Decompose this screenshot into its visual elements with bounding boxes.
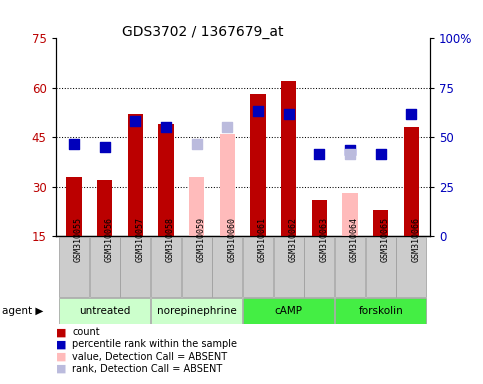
Point (101, 144, 109, 150)
Bar (90, 237, 120, 297)
Text: count: count (72, 327, 100, 337)
Text: untreated: untreated (79, 306, 130, 316)
Bar (189, 177, 204, 236)
Bar (274, 237, 304, 297)
Bar (158, 124, 174, 236)
Text: ■: ■ (56, 327, 66, 337)
Bar (304, 237, 334, 297)
Point (346, 151, 354, 157)
Point (193, 141, 200, 147)
Bar (243, 298, 334, 324)
Bar (342, 193, 358, 236)
Bar (151, 298, 242, 324)
Bar (59, 298, 150, 324)
Text: ■: ■ (56, 364, 66, 374)
Bar (404, 127, 419, 236)
Bar (281, 81, 297, 236)
Text: GSM310063: GSM310063 (319, 217, 328, 262)
Text: GSM310064: GSM310064 (350, 217, 359, 262)
Bar (220, 134, 235, 236)
Point (285, 111, 293, 117)
Text: forskolin: forskolin (358, 306, 403, 316)
Point (346, 147, 354, 154)
Bar (373, 210, 388, 236)
Bar (182, 237, 212, 297)
Text: GSM310060: GSM310060 (227, 217, 236, 262)
Bar (66, 177, 82, 236)
Bar (213, 237, 242, 297)
Text: agent ▶: agent ▶ (2, 306, 44, 316)
Point (254, 108, 262, 114)
Text: GDS3702 / 1367679_at: GDS3702 / 1367679_at (122, 25, 284, 39)
Text: cAMP: cAMP (275, 306, 303, 316)
Bar (151, 237, 181, 297)
Point (162, 124, 170, 131)
Bar (243, 237, 273, 297)
Text: value, Detection Call = ABSENT: value, Detection Call = ABSENT (72, 352, 227, 362)
Text: GSM310056: GSM310056 (105, 217, 114, 262)
Text: GSM310066: GSM310066 (412, 217, 421, 262)
Text: ■: ■ (56, 339, 66, 349)
Point (377, 151, 384, 157)
Point (315, 151, 323, 157)
Bar (120, 237, 150, 297)
Text: rank, Detection Call = ABSENT: rank, Detection Call = ABSENT (72, 364, 223, 374)
Bar (397, 237, 426, 297)
Bar (250, 94, 266, 236)
Text: GSM310062: GSM310062 (289, 217, 298, 262)
Bar (335, 237, 365, 297)
Text: norepinephrine: norepinephrine (157, 306, 237, 316)
Text: GSM310057: GSM310057 (135, 217, 144, 262)
Text: GSM310065: GSM310065 (381, 217, 390, 262)
Text: GSM310061: GSM310061 (258, 217, 267, 262)
Text: percentile rank within the sample: percentile rank within the sample (72, 339, 238, 349)
Text: GSM310055: GSM310055 (74, 217, 83, 262)
Text: ■: ■ (56, 352, 66, 362)
Point (70, 141, 78, 147)
Bar (97, 180, 113, 236)
Bar (59, 237, 89, 297)
Point (131, 118, 139, 124)
Point (224, 124, 231, 131)
Text: GSM310059: GSM310059 (197, 217, 206, 262)
Point (408, 111, 415, 117)
Bar (335, 298, 426, 324)
Bar (366, 237, 396, 297)
Text: GSM310058: GSM310058 (166, 217, 175, 262)
Bar (312, 200, 327, 236)
Bar (128, 114, 143, 236)
